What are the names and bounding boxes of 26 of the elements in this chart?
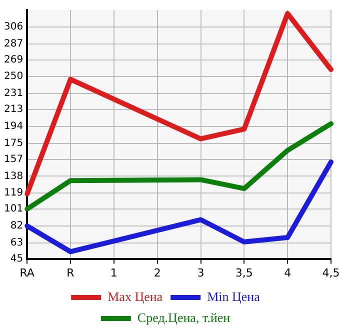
y-tick-label: 101 xyxy=(4,204,24,215)
y-tick-label: 119 xyxy=(4,188,24,199)
y-tick-label: 269 xyxy=(4,54,24,66)
y-tick-label: 287 xyxy=(4,38,24,50)
y-tick-label: 45 xyxy=(10,253,24,264)
y-tick-label: 82 xyxy=(10,220,24,232)
legend-label: Max Цена xyxy=(108,288,163,304)
y-tick-label: 175 xyxy=(4,138,24,149)
x-tick-label: 1 xyxy=(110,266,118,280)
legend-label: Min Цена xyxy=(207,288,260,304)
y-tick-label: 213 xyxy=(4,104,24,116)
x-tick-label: 3,5 xyxy=(235,266,253,280)
y-tick-label: 231 xyxy=(4,88,24,100)
x-tick-label: R xyxy=(66,266,75,280)
y-tick-label: 194 xyxy=(4,120,24,132)
x-tick-label: 3 xyxy=(197,266,204,280)
x-tick-label: 4,5 xyxy=(322,266,340,280)
x-tick-label: 4 xyxy=(284,266,292,280)
y-tick-label: 157 xyxy=(4,154,24,165)
y-tick-label: 138 xyxy=(4,170,24,182)
y-tick-label: 250 xyxy=(4,71,24,82)
y-tick-label: 306 xyxy=(4,21,24,32)
x-tick-label: 2 xyxy=(154,266,161,280)
x-tick-label: RA xyxy=(20,266,35,280)
y-tick-label: 63 xyxy=(10,237,24,248)
legend-label: Сред.Цена, т.йен xyxy=(137,310,230,325)
